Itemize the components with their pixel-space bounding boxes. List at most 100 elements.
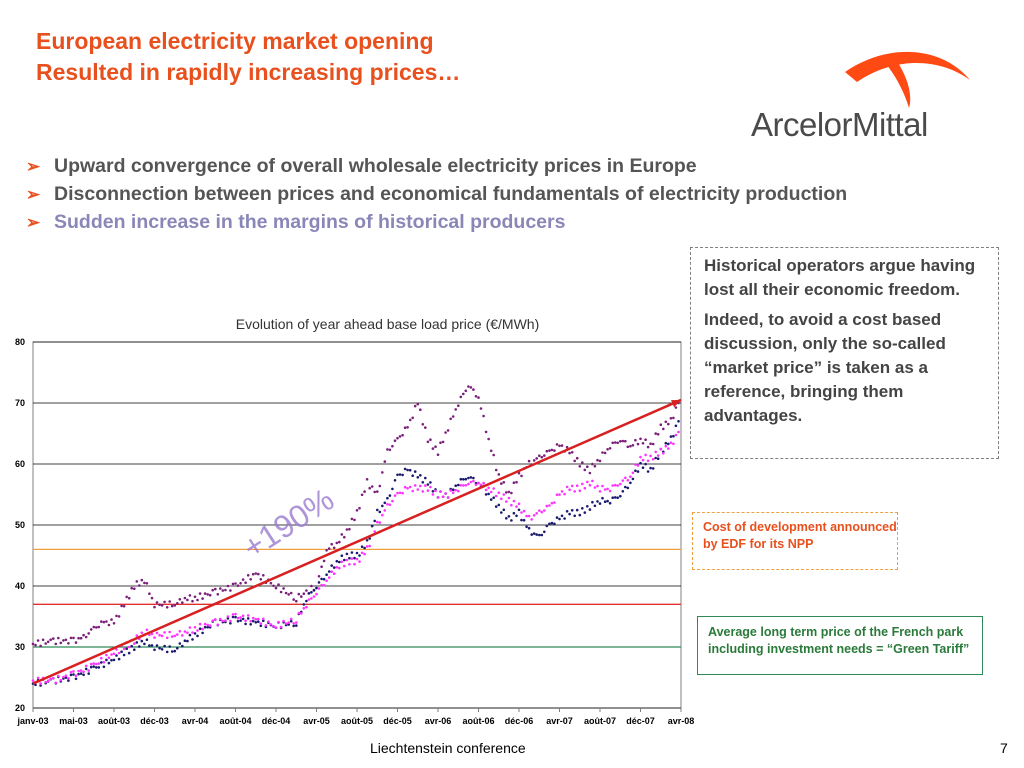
y-tick-label: 30 [15, 642, 25, 652]
data-point [279, 590, 283, 594]
data-point [178, 630, 182, 633]
data-point [350, 517, 354, 521]
data-point [538, 454, 541, 457]
data-point [234, 612, 237, 616]
data-point [153, 648, 156, 652]
data-point [135, 634, 139, 637]
data-point [272, 584, 275, 588]
data-point [583, 486, 587, 490]
data-point [548, 449, 551, 452]
data-point [219, 587, 222, 590]
data-point [467, 482, 470, 486]
data-point [510, 491, 513, 495]
data-point [540, 533, 544, 537]
data-point [601, 484, 604, 488]
data-point [667, 422, 670, 426]
data-point [515, 505, 518, 508]
data-point [74, 674, 78, 677]
data-point [396, 436, 399, 440]
data-point [457, 483, 460, 487]
data-point [274, 626, 278, 629]
data-point [664, 420, 668, 424]
data-point [641, 466, 645, 469]
data-point [335, 541, 339, 545]
data-point [191, 631, 194, 634]
data-point [102, 660, 106, 664]
data-point [178, 598, 182, 601]
data-point [449, 489, 453, 492]
data-point [398, 473, 402, 476]
data-point [54, 681, 58, 685]
data-point [345, 552, 349, 556]
data-point [251, 619, 255, 623]
data-point [416, 402, 420, 406]
data-point [664, 441, 668, 445]
data-point [408, 485, 412, 489]
note-edf-cost: Cost of development announced by EDF for… [692, 512, 898, 570]
data-point [312, 595, 316, 598]
data-point [619, 440, 622, 443]
data-point [494, 494, 498, 498]
data-point [662, 452, 665, 455]
data-point [89, 665, 93, 669]
bullet-arrow-icon: ➢ [26, 213, 41, 232]
data-point [317, 575, 321, 578]
data-point [586, 465, 589, 468]
data-point [198, 627, 202, 630]
data-point [672, 416, 675, 420]
price-chart: 20 30 40 50 60 70 80 janv-03 mai-03 août-03 déc-03… [15, 337, 694, 726]
data-point [69, 673, 73, 677]
data-point [327, 570, 331, 573]
data-point [560, 490, 564, 493]
data-point [479, 407, 483, 410]
data-point [656, 433, 660, 436]
data-point [84, 635, 88, 639]
data-point [193, 626, 197, 629]
data-point [343, 564, 346, 568]
data-point [39, 684, 42, 687]
data-point [492, 487, 496, 490]
data-point [130, 644, 133, 648]
data-point [39, 644, 42, 648]
y-tick-label: 40 [15, 581, 25, 591]
data-point [287, 623, 291, 626]
data-point [46, 679, 50, 682]
data-point [46, 640, 50, 644]
data-point [214, 587, 217, 591]
data-point [241, 614, 245, 618]
data-point [64, 638, 68, 642]
data-point [459, 395, 463, 399]
data-point [84, 667, 88, 671]
data-point [538, 509, 541, 512]
data-point [125, 595, 128, 599]
data-point [74, 641, 78, 644]
data-point [267, 620, 270, 623]
data-point [446, 429, 450, 432]
data-point [95, 626, 98, 629]
data-point [234, 582, 237, 585]
data-point [624, 476, 627, 480]
data-point [656, 457, 660, 460]
data-point [191, 638, 194, 641]
data-point [598, 459, 602, 463]
data-point [581, 482, 584, 486]
data-point [317, 581, 321, 584]
y-tick-label: 70 [15, 398, 25, 408]
data-point [203, 622, 207, 626]
data-point [591, 500, 594, 504]
data-point [317, 587, 321, 590]
data-point [160, 648, 164, 651]
data-point [52, 677, 55, 680]
data-point [229, 619, 232, 623]
data-point [79, 636, 83, 640]
data-point [484, 488, 488, 492]
data-point [305, 605, 308, 609]
data-point [500, 511, 503, 514]
data-point [262, 574, 265, 577]
data-point [482, 481, 485, 485]
data-point [322, 577, 326, 581]
data-point [57, 674, 60, 678]
data-point [408, 418, 412, 422]
data-point [507, 496, 511, 500]
data-point [87, 632, 90, 635]
